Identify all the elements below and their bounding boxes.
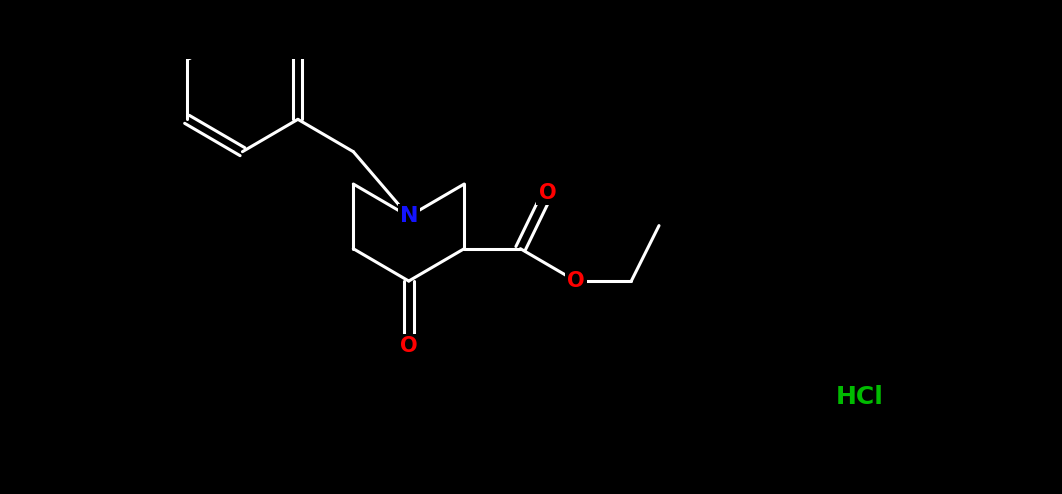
Text: O: O	[538, 183, 556, 203]
Text: O: O	[567, 271, 585, 291]
Text: O: O	[400, 336, 417, 356]
Text: N: N	[399, 206, 418, 226]
Text: HCl: HCl	[836, 385, 884, 410]
